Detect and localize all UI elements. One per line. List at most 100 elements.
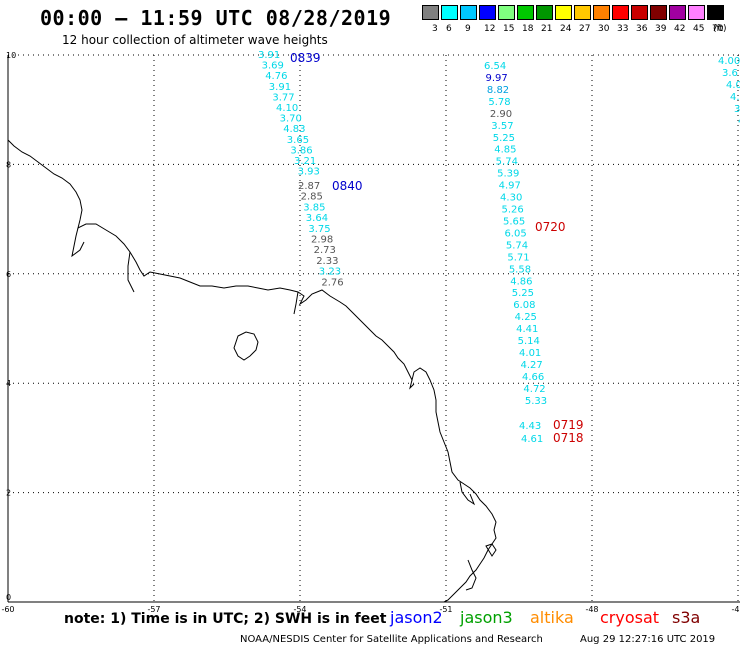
wave-height-value: 4.0 — [726, 80, 740, 91]
wave-height-value: 5.39 — [497, 169, 519, 180]
wave-height-value: 3.70 — [280, 114, 302, 125]
scale-swatch — [612, 5, 629, 20]
pass-time-label: 0840 — [332, 179, 363, 193]
wave-height-value: 4.66 — [522, 372, 544, 383]
wave-height-value: 3.64 — [306, 213, 328, 224]
scale-swatch — [479, 5, 496, 20]
wave-height-value: 6.54 — [484, 61, 506, 72]
page-title: 00:00 – 11:59 UTC 08/28/2019 — [40, 6, 392, 30]
satellite-legend-cryosat: cryosat — [600, 608, 660, 627]
map-tick-labels: -60 -57 -54 -51 -48 -45 0 2 4 6 8 10 — [1, 51, 740, 614]
scale-swatch — [669, 5, 686, 20]
wave-height-value: 4.86 — [510, 276, 532, 287]
wave-height-value: 2.73 — [314, 245, 336, 256]
wave-height-value: 3.91 — [269, 82, 291, 93]
scale-label: 15 — [503, 24, 515, 34]
scale-swatch — [574, 5, 591, 20]
scale-label: 42 — [674, 24, 686, 34]
scale-label: 18 — [522, 24, 534, 34]
scale-swatch — [688, 5, 705, 20]
wave-height-value: 3.23 — [319, 267, 341, 278]
wave-height-value: 4.41 — [516, 324, 538, 335]
scale-swatch — [593, 5, 610, 20]
scale-label: 9 — [465, 24, 471, 34]
wave-height-value: 6.08 — [513, 300, 535, 311]
wave-height-value: 2.90 — [490, 109, 512, 120]
river — [127, 251, 135, 293]
wave-height-value: 3.91 — [258, 50, 280, 61]
lat-tick-label: 10 — [6, 51, 16, 60]
scale-label: 39 — [655, 24, 667, 34]
wave-height-value: 5.74 — [496, 157, 518, 168]
map-grid — [8, 54, 740, 602]
satellite-legend-s3a: s3a — [672, 608, 701, 627]
wave-height-value: 5.25 — [493, 133, 515, 144]
satellite-legend-altika: altika — [530, 608, 574, 627]
wave-height-value: 4.25 — [515, 312, 537, 323]
wave-height-value: 9.97 — [485, 73, 507, 84]
river — [465, 559, 477, 591]
wave-height-value: 3.57 — [491, 121, 513, 132]
wave-height-value: 5.74 — [506, 240, 528, 251]
coastline — [7, 139, 497, 603]
wave-height-value: 2.98 — [311, 235, 333, 246]
river — [409, 379, 415, 390]
scale-swatch — [498, 5, 515, 20]
wave-height-value: 3.77 — [272, 92, 294, 103]
satellite-legend-jason3: jason3 — [460, 608, 513, 627]
scale-label: 21 — [541, 24, 553, 34]
scale-swatch — [555, 5, 572, 20]
page-subtitle: 12 hour collection of altimeter wave hei… — [62, 33, 328, 47]
wave-height-value: 4.61 — [521, 434, 543, 445]
lon-tick-label: -54 — [293, 605, 306, 614]
note-text: note: 1) Time is in UTC; 2) SWH is in fe… — [64, 611, 387, 627]
wave-height-value: 5.33 — [525, 396, 547, 407]
scale-swatch — [422, 5, 439, 20]
wave-height-value: 6.05 — [504, 228, 526, 239]
scale-label: 12 — [484, 24, 496, 34]
wave-height-value: 4.10 — [276, 103, 298, 114]
wave-height-value: 3.93 — [298, 167, 320, 178]
wave-height-value: 2.76 — [321, 277, 343, 288]
scale-swatch — [650, 5, 667, 20]
lon-tick-label: -45 — [731, 605, 740, 614]
scale-swatch — [536, 5, 553, 20]
wave-height-value: 5.26 — [502, 205, 524, 216]
lat-tick-label: 8 — [6, 160, 11, 169]
scale-label: 30 — [598, 24, 610, 34]
river — [293, 291, 299, 315]
wave-height-value: 4. — [738, 116, 740, 127]
lat-tick-label: 0 — [6, 593, 11, 602]
scale-unit: (ft) — [713, 24, 727, 34]
lat-tick-label: 6 — [6, 270, 11, 279]
lon-tick-label: -60 — [1, 605, 14, 614]
wave-height-value: 4.1 — [730, 92, 740, 103]
altimeter-tracks: 3.913.694.763.913.774.103.704.833.653.86… — [258, 50, 740, 445]
scale-label: 33 — [617, 24, 629, 34]
wave-height-value: 3. — [734, 104, 740, 115]
scale-swatch — [631, 5, 648, 20]
wave-height-value: 3.75 — [308, 224, 330, 235]
lon-tick-label: -57 — [147, 605, 160, 614]
wave-height-value: 4.85 — [494, 145, 516, 156]
wave-height-value: 4.97 — [499, 181, 521, 192]
lat-tick-label: 4 — [6, 379, 11, 388]
scale-swatch — [707, 5, 724, 20]
scale-label: 3 — [432, 24, 438, 34]
wave-height-value: 3.85 — [303, 202, 325, 213]
pass-time-label: 0839 — [290, 51, 321, 65]
scale-label: 36 — [636, 24, 648, 34]
pass-time-label: 0719 — [553, 418, 584, 432]
wave-height-value: 8.82 — [487, 85, 509, 96]
wave-height-value: 4.72 — [523, 384, 545, 395]
wave-height-value: 4.30 — [500, 193, 522, 204]
wave-height-value: 4.76 — [265, 71, 287, 82]
footer-timestamp: Aug 29 12:27:16 UTC 2019 — [580, 634, 716, 645]
scale-label: 24 — [560, 24, 572, 34]
wave-height-value: 5.58 — [509, 264, 531, 275]
satellite-legend-jason2: jason2 — [390, 608, 443, 627]
wave-height-value: 3.69 — [262, 61, 284, 72]
scale-swatch — [460, 5, 477, 20]
river — [459, 481, 476, 506]
